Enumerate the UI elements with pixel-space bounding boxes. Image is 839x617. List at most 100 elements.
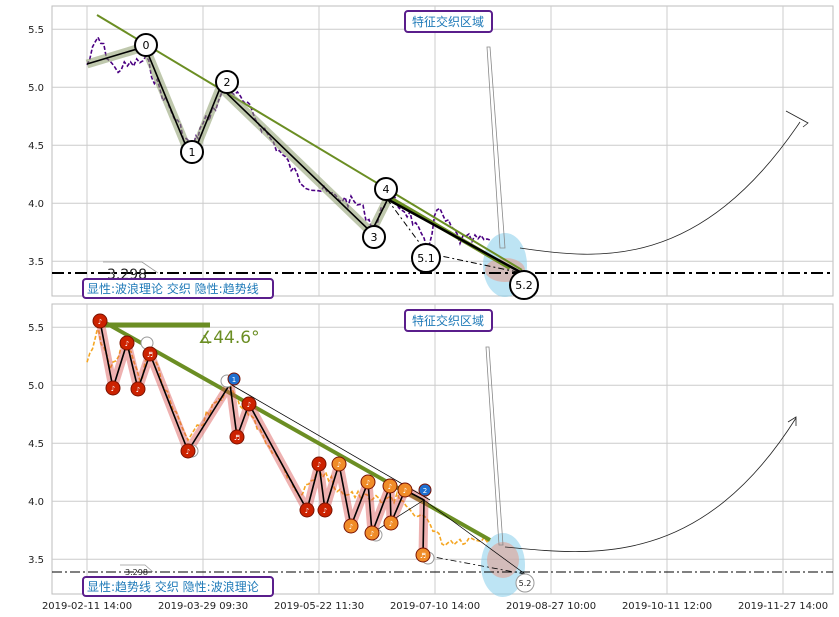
wave-marker [92, 313, 108, 329]
top-info-label-box: 显性:波浪理论 交织 隐性:趋势线 [82, 278, 274, 299]
top-wave-labels: 0 1 2 3 4 5.1 5.2 [134, 33, 539, 300]
wave-marker [317, 502, 333, 518]
wave-marker-glyph: 2 [423, 487, 427, 495]
top-ytick-label: 3.5 [28, 257, 44, 268]
bottom-xtick-label: 2019-10-11 12:00 [622, 601, 712, 612]
bottom-plot-frame [51, 303, 834, 595]
wave-point-marker [374, 177, 398, 201]
wave-point-label: 3 [371, 231, 378, 244]
bottom-reference-tag-outline [120, 564, 154, 573]
wave-marker [418, 483, 432, 497]
top-plot-frame [51, 5, 834, 297]
bottom-end-marker [515, 573, 535, 593]
bottom-reference-value: 3.298 [125, 568, 148, 577]
wave-marker-glyph: ♪ [388, 483, 392, 491]
wave-marker [360, 474, 376, 490]
wave-marker [383, 515, 399, 531]
wave-point-marker [509, 270, 539, 300]
wave-point-marker [134, 33, 158, 57]
wave-marker-glyph: ♪ [186, 448, 190, 456]
wave-marker [343, 518, 359, 534]
bottom-connector-1 [229, 383, 431, 501]
top-y-axis: 3.5 4.0 4.5 5.0 5.5 [28, 25, 44, 268]
top-subwave-line [386, 198, 523, 274]
wave-marker [229, 429, 245, 445]
bottom-ytick-label: 4.0 [28, 497, 44, 508]
wave-marker-glyph: ♪ [111, 385, 115, 393]
wave-marker-glyph: ♪ [125, 340, 129, 348]
wave-marker [119, 335, 135, 351]
bottom-region-label: 特征交织区域 [412, 313, 484, 328]
wave-point-label: 5.2 [515, 279, 533, 292]
wave-marker [180, 443, 196, 459]
bottom-projection-curve [504, 417, 797, 552]
top-price-series [86, 35, 491, 254]
wave-marker-glyph: ♪ [323, 507, 327, 515]
wave-marker-glyph: ♪ [136, 386, 140, 394]
bottom-xtick-label: 2019-11-27 14:00 [738, 601, 828, 612]
top-projection-curve [519, 121, 801, 255]
wave-marker [331, 456, 347, 472]
wave-marker [364, 525, 380, 541]
wave-marker [142, 346, 158, 362]
wave-marker-glyph: 1 [232, 376, 236, 384]
top-ytick-label: 4.5 [28, 141, 44, 152]
wave-point-marker [180, 140, 204, 164]
wave-marker-glyph: ♪ [403, 487, 407, 495]
top-projection-arrowhead [785, 110, 809, 128]
bottom-wave-markers: ♪ ♪ ♪ ♪ ♬ ♪ ♬ ♪ ♪ ♪ ♪ ♪ ♪ ♪ ♪ ♪ ♪ ♪ ♬ 1 2 [92, 313, 435, 565]
wave-point-label: 1 [189, 146, 196, 159]
bottom-xtick-label: 2019-08-27 10:00 [506, 601, 596, 612]
wave-marker [397, 482, 413, 498]
bottom-region-pointer [485, 346, 504, 546]
top-region-label-box: 特征交织区域 [404, 10, 493, 33]
bottom-ytick-label: 4.5 [28, 439, 44, 450]
bottom-connector-2 [422, 554, 526, 575]
wave-marker-glyph: ♪ [98, 318, 102, 326]
bottom-ytick-label: 3.5 [28, 555, 44, 566]
wave-point-label: 2 [224, 76, 231, 89]
wave-marker [227, 372, 241, 386]
bottom-ytick-label: 5.5 [28, 323, 44, 334]
bottom-x-axis: 2019-02-11 14:00 2019-03-29 09:30 2019-05-… [42, 601, 828, 612]
top-ytick-label: 5.0 [28, 83, 44, 94]
wave-marker [130, 381, 146, 397]
bottom-region-label-box: 特征交织区域 [404, 309, 493, 332]
wave-marker [382, 478, 398, 494]
bottom-panel: 3.5 4.0 4.5 5.0 5.5 2019-02-11 14:00 2019-03-… [28, 303, 834, 612]
bottom-y-axis: 3.5 4.0 4.5 5.0 5.5 [28, 323, 44, 566]
bottom-angle-label: ∡44.6° [198, 328, 260, 348]
wave-marker [311, 456, 327, 472]
top-reference-tag-outline [103, 261, 159, 274]
wave-marker-glyph: ♬ [147, 351, 153, 359]
wave-point-label: 5.1 [417, 252, 435, 265]
bottom-xtick-label: 2019-05-22 11:30 [274, 601, 364, 612]
wave-marker [241, 396, 257, 412]
top-wave-line [86, 45, 390, 233]
wave-marker-glyph: ♪ [247, 401, 251, 409]
wave-marker-glyph: ♪ [389, 520, 393, 528]
bottom-ytick-label: 5.0 [28, 381, 44, 392]
wave-marker-glyph: ♪ [305, 507, 309, 515]
bottom-xtick-label: 2019-02-11 14:00 [42, 601, 132, 612]
wave-marker-glyph: ♪ [370, 530, 374, 538]
wave-marker-glyph: ♪ [349, 523, 353, 531]
wave-marker-glyph: ♬ [420, 552, 426, 560]
top-region-pointer [486, 46, 506, 249]
wave-point-marker [215, 70, 239, 94]
bottom-info-label: 显性:趋势线 交织 隐性:波浪理论 [87, 579, 259, 594]
wave-marker [415, 547, 431, 563]
top-wave-5-line [386, 197, 523, 275]
wave-point-marker [362, 225, 386, 249]
bottom-region-core [487, 542, 519, 578]
top-ytick-label: 5.5 [28, 25, 44, 36]
top-region-label: 特征交织区域 [412, 14, 484, 29]
bottom-end-label: 5.2 [519, 579, 532, 588]
top-ytick-label: 4.0 [28, 199, 44, 210]
top-grid [52, 6, 833, 296]
wave-marker [105, 380, 121, 396]
wave-marker [299, 502, 315, 518]
top-info-label: 显性:波浪理论 交织 隐性:趋势线 [87, 281, 259, 296]
